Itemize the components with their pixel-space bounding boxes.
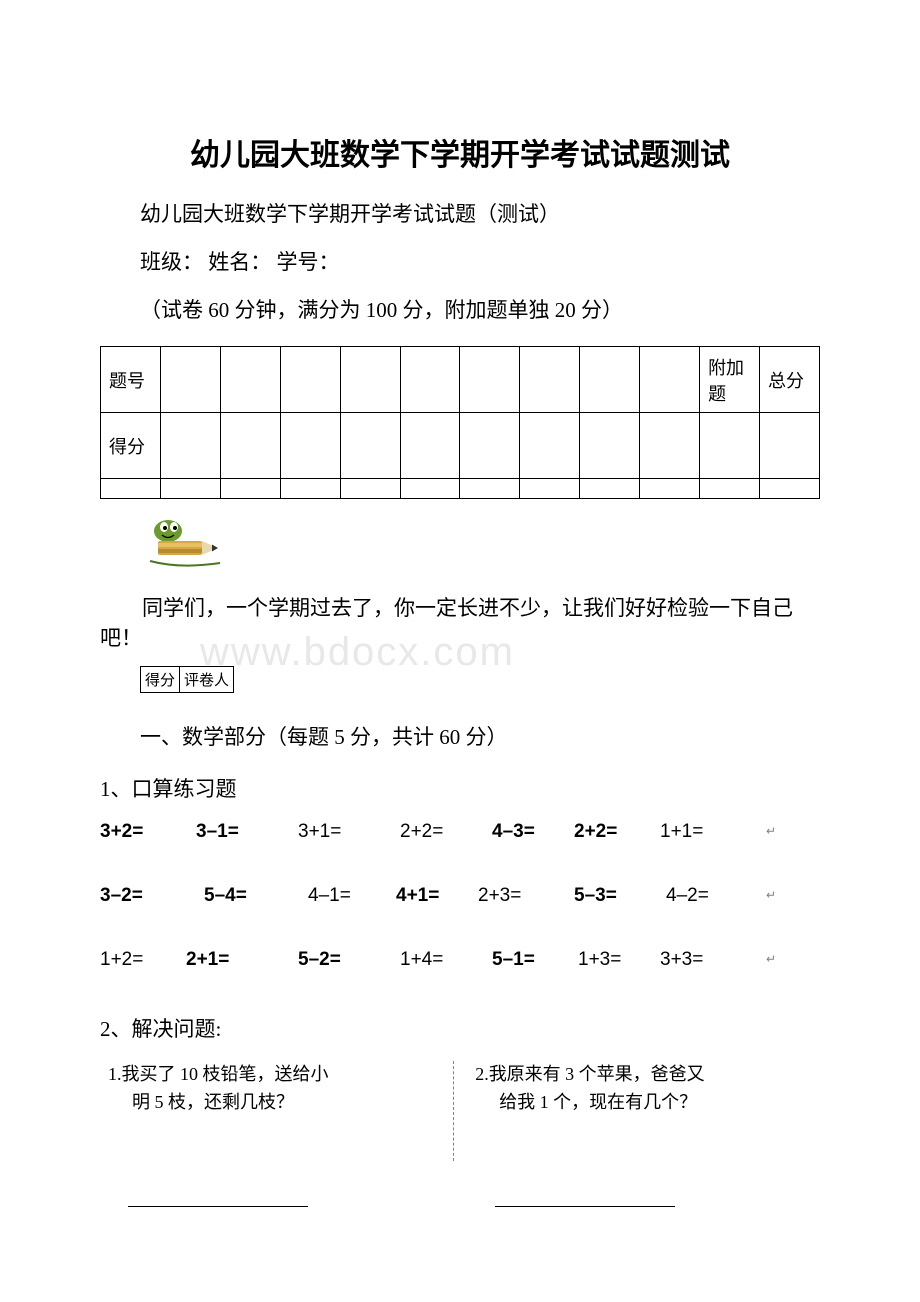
student-info-line: 班级： 姓名： 学号： [140, 246, 820, 276]
question-2-label: 2、解决问题: [100, 1013, 820, 1043]
calc-item: 1+4= [400, 949, 443, 971]
score-row-blank [101, 479, 820, 499]
score-row-header: 题号 附加题 总分 [101, 347, 820, 413]
encouragement-text: 同学们，一个学期过去了，你一定长进不少，让我们好好检验一下自己吧！ [100, 592, 820, 652]
calc-row: 3+2= 3–1= 3+1= 2+2= 4–3= 2+2= 1+1= ↵ [100, 821, 820, 845]
calc-item: 1+1= [660, 821, 703, 843]
question-1-label: 1、口算练习题 [100, 773, 820, 803]
line-return-icon: ↵ [766, 888, 776, 902]
calc-item: 5–2= [298, 949, 341, 971]
line-return-icon: ↵ [766, 824, 776, 838]
calc-item: 2+2= [574, 821, 617, 843]
cell-tihao: 题号 [101, 347, 161, 413]
calc-exercises: 3+2= 3–1= 3+1= 2+2= 4–3= 2+2= 1+1= ↵ 3–2= 5–4= 4–1… [100, 821, 820, 973]
calc-row: 1+2= 2+1= 5–2= 1+4= 5–1= 1+3= 3+3= ↵ [100, 949, 820, 973]
calc-item: 2+2= [400, 821, 443, 843]
calc-item: 4–2= [666, 885, 709, 907]
calc-item: 3–2= [100, 885, 143, 907]
calc-item: 3+2= [100, 821, 143, 843]
line-return-icon: ↵ [766, 952, 776, 966]
calc-item: 3+3= [660, 949, 703, 971]
cell-defen: 得分 [101, 413, 161, 479]
calc-item: 1+3= [578, 949, 621, 971]
score-row-points: 得分 [101, 413, 820, 479]
calc-item: 2+1= [186, 949, 229, 971]
exam-time-line: （试卷 60 分钟，满分为 100 分，附加题单独 20 分） [140, 294, 820, 324]
answer-line-2 [495, 1205, 675, 1207]
subtitle: 幼儿园大班数学下学期开学考试试题（测试） [140, 198, 820, 228]
calc-item: 4–1= [308, 885, 351, 907]
word-problem-2: 2.我原来有 3 个苹果，爸爸又 给我 1 个，现在有几个？ [467, 1061, 820, 1161]
calc-item: 5–1= [492, 949, 535, 971]
calc-item: 3+1= [298, 821, 341, 843]
calc-item: 4–3= [492, 821, 535, 843]
cell-addition: 附加题 [700, 347, 760, 413]
calc-row: 3–2= 5–4= 4–1= 4+1= 2+3= 5–3= 4–2= ↵ [100, 885, 820, 909]
calc-item: 1+2= [100, 949, 143, 971]
page-title: 幼儿园大班数学下学期开学考试试题测试 [100, 130, 820, 174]
answer-lines [100, 1205, 820, 1207]
word-problems: 1.我买了 10 枝铅笔，送给小 明 5 枝，还剩几枝？ 2.我原来有 3 个苹… [100, 1061, 820, 1161]
vertical-divider [453, 1061, 467, 1161]
cell-total: 总分 [759, 347, 819, 413]
calc-item: 5–4= [204, 885, 247, 907]
calc-item: 2+3= [478, 885, 521, 907]
section-heading: 一、数学部分（每题 5 分，共计 60 分） [140, 721, 820, 751]
calc-item: 3–1= [196, 821, 239, 843]
answer-line-1 [128, 1205, 308, 1207]
mini-score: 得分 [141, 667, 180, 693]
calc-item: 4+1= [396, 885, 439, 907]
word-problem-1: 1.我买了 10 枝铅笔，送给小 明 5 枝，还剩几枝？ [100, 1061, 453, 1161]
pencil-icon [140, 513, 820, 578]
score-table: 题号 附加题 总分 得分 [100, 346, 820, 499]
calc-item: 5–3= [574, 885, 617, 907]
